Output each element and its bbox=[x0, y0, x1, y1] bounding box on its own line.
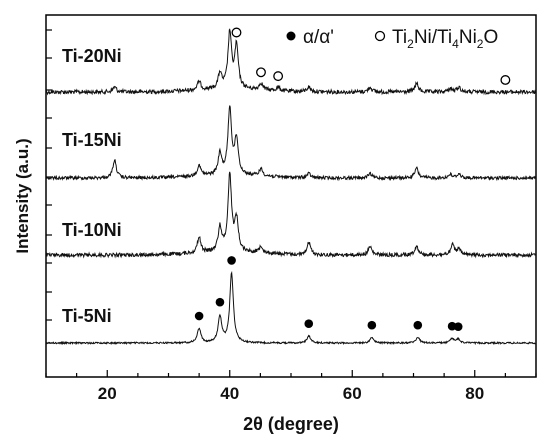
sample-labels: Ti-20Ni Ti-15Ni Ti-10Ni Ti-5Ni bbox=[62, 46, 122, 326]
legend-alpha-label: α/α' bbox=[303, 27, 334, 48]
legend-ti2ni-marker bbox=[374, 30, 386, 42]
legend-alpha-marker bbox=[286, 31, 296, 41]
alpha-peak-marker bbox=[413, 320, 423, 330]
sample-label: Ti-5Ni bbox=[62, 306, 112, 326]
alpha-peak-marker bbox=[304, 319, 314, 329]
x-tick-label: 80 bbox=[465, 384, 484, 403]
series-line-Ti-10Ni bbox=[45, 171, 537, 259]
peak-markers bbox=[194, 27, 511, 331]
alpha-peak-marker bbox=[447, 321, 457, 331]
x-tick-label: 60 bbox=[343, 384, 362, 403]
series-line-Ti-5Ni bbox=[45, 270, 537, 346]
x-tick-label: 20 bbox=[98, 384, 117, 403]
series-line-Ti-15Ni bbox=[45, 105, 537, 182]
series-line-Ti-20Ni bbox=[45, 28, 537, 96]
x-axis: 20 40 60 80 bbox=[45, 370, 537, 403]
alpha-peak-marker bbox=[194, 311, 204, 321]
ti2ni-peak-marker bbox=[231, 27, 242, 38]
sample-label: Ti-10Ni bbox=[62, 220, 122, 240]
ti2ni-peak-marker bbox=[273, 71, 284, 82]
x-tick-label: 40 bbox=[220, 384, 239, 403]
legend-ti2ni-label: Ti2Ni/Ti4Ni2O bbox=[392, 27, 498, 51]
x-axis-title: 2θ (degree) bbox=[243, 414, 339, 434]
ti2ni-peak-marker bbox=[500, 75, 511, 85]
y-axis-title: Intensity (a.u.) bbox=[13, 138, 32, 253]
plot-frame bbox=[45, 14, 537, 378]
alpha-peak-marker bbox=[227, 256, 236, 265]
sample-label: Ti-20Ni bbox=[62, 46, 122, 66]
legend: α/α' Ti2Ni/Ti4Ni2O bbox=[286, 27, 498, 51]
ti2ni-peak-marker bbox=[256, 67, 266, 78]
alpha-peak-marker bbox=[453, 322, 463, 331]
sample-label: Ti-15Ni bbox=[62, 130, 122, 150]
alpha-peak-marker bbox=[215, 297, 225, 307]
alpha-peak-marker bbox=[367, 320, 377, 330]
series-traces bbox=[45, 28, 537, 346]
